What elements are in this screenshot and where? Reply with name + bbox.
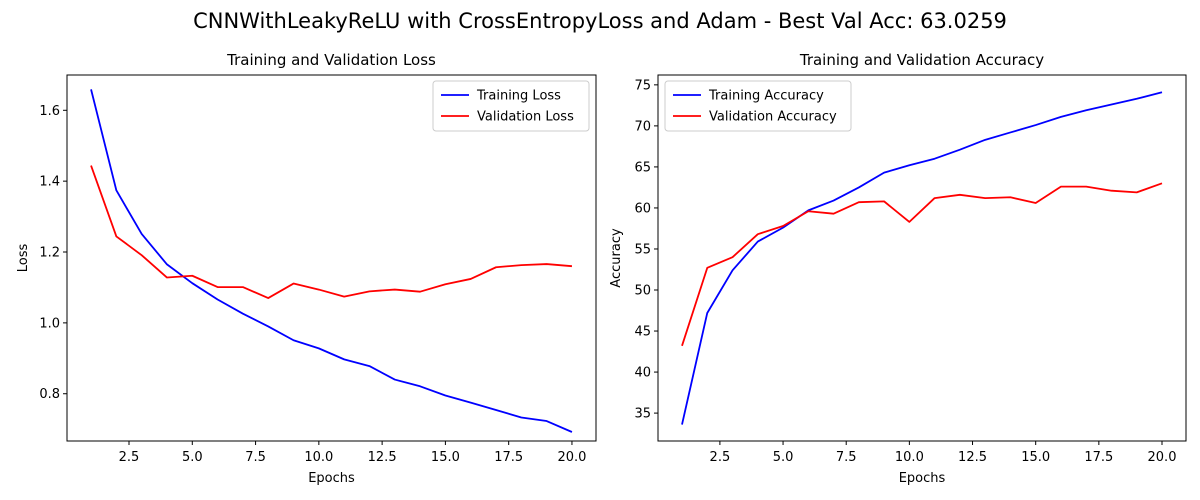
chart-1-x-axis-label: Epochs	[308, 471, 355, 486]
chart-1-y-tick-label: 0.8	[39, 387, 60, 402]
chart-1-legend-label-1: Training Loss	[476, 89, 561, 104]
chart-1-x-tick-label: 12.5	[368, 450, 397, 465]
chart-1-x-tick-label: 2.5	[119, 450, 140, 465]
chart-2-x-tick-label: 17.5	[1084, 450, 1113, 465]
chart-2-title: Training and Validation Accuracy	[799, 51, 1044, 69]
chart-2-x-tick-label: 10.0	[895, 450, 924, 465]
chart-2-frame	[657, 74, 1187, 442]
chart-1-legend: Training Loss Validation Loss	[432, 80, 590, 132]
chart-2-legend-label-2: Validation Accuracy	[709, 110, 837, 125]
chart-1-legend-box	[432, 80, 590, 132]
chart-2-series-line-2	[681, 182, 1163, 347]
chart-1-x-tick-label: 5.0	[182, 450, 203, 465]
chart-2-x-tick-label: 12.5	[958, 450, 987, 465]
chart-2-y-tick-label: 55	[634, 242, 651, 257]
chart-2-y-tick-label: 40	[634, 366, 651, 381]
chart-2-x-tick-label: 5.0	[773, 450, 794, 465]
chart-1-x-tick-label: 17.5	[494, 450, 523, 465]
chart-2-axes: Training and Validation Accuracy 2.5 5.0 7.…	[609, 51, 1187, 486]
chart-2-legend: Training Accuracy Validation Accuracy	[664, 80, 852, 132]
chart-1-frame	[66, 74, 597, 442]
chart-2-y-tick-label: 45	[634, 325, 651, 340]
chart-1-x-tick-label: 7.5	[245, 450, 266, 465]
chart-2-legend-label-1: Training Accuracy	[708, 89, 824, 104]
chart-2-x-tick-label: 15.0	[1021, 450, 1050, 465]
chart-2-y-tick-label: 35	[634, 407, 651, 422]
chart-2-x-tick-label: 20.0	[1148, 450, 1177, 465]
chart-2-x-tick-label: 2.5	[710, 450, 731, 465]
chart-1-series-line-1	[90, 89, 573, 433]
chart-1-y-tick-label: 1.6	[39, 104, 60, 119]
chart-2-y-tick-label: 70	[634, 119, 651, 134]
chart-2-y-tick-label: 50	[634, 284, 651, 299]
chart-2-x-tick-label: 7.5	[836, 450, 857, 465]
chart-1-title: Training and Validation Loss	[226, 51, 436, 69]
chart-1-x-tick-label: 10.0	[304, 450, 333, 465]
chart-2-legend-box	[664, 80, 852, 132]
chart-1-series-line-2	[90, 165, 573, 299]
chart-1-y-tick-label: 1.4	[39, 175, 60, 190]
chart-1-legend-label-2: Validation Loss	[477, 110, 574, 125]
chart-2-series-line-1	[681, 91, 1163, 425]
figure-suptitle: CNNWithLeakyReLU with CrossEntropyLoss a…	[193, 9, 1007, 33]
chart-2-y-tick-label: 75	[634, 78, 651, 93]
chart-1-y-tick-label: 1.2	[39, 246, 60, 261]
chart-1-x-tick-label: 20.0	[557, 450, 586, 465]
chart-1-y-tick-label: 1.0	[39, 316, 60, 331]
chart-1-y-axis-label: Loss	[16, 244, 31, 273]
chart-1-axes: Training and Validation Loss 2.5 5.0 7.5 10.…	[16, 51, 597, 486]
chart-1-x-tick-label: 15.0	[431, 450, 460, 465]
chart-2-x-axis-label: Epochs	[899, 471, 946, 486]
chart-2-y-axis-label: Accuracy	[609, 228, 624, 288]
chart-2-y-tick-label: 65	[634, 160, 651, 175]
chart-2-y-tick-label: 60	[634, 201, 651, 216]
